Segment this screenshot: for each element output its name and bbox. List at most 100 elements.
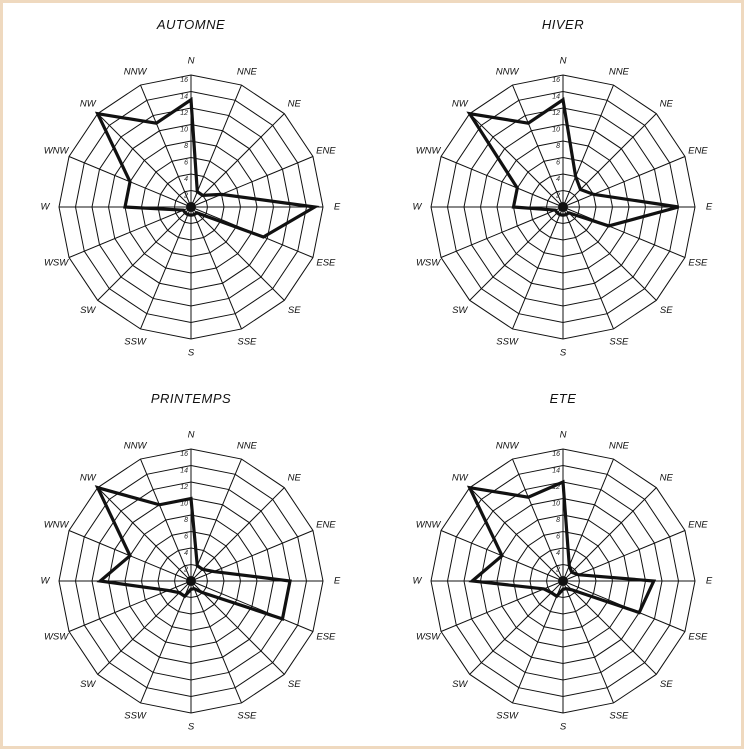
grid-spoke <box>562 458 614 582</box>
grid-spoke <box>97 206 192 301</box>
radial-tick-label: 6 <box>556 533 560 540</box>
direction-label: SSW <box>124 336 147 347</box>
direction-label: WSW <box>416 631 441 642</box>
direction-label: NNE <box>609 441 630 452</box>
grid-spoke <box>140 580 192 704</box>
direction-label: N <box>188 56 195 67</box>
direction-label: ESE <box>316 631 336 642</box>
direction-label: NNW <box>124 441 148 452</box>
direction-label: ESE <box>316 257 336 268</box>
grid-spoke <box>512 206 564 330</box>
direction-label: SE <box>660 679 673 690</box>
frequency-trace <box>466 479 657 615</box>
wind-rose-panel-automne: AUTOMNE 2 4 6 8 10 12 14 16 N NNE NE ENE E ESE SE SSE S SS… <box>3 3 375 377</box>
center-dot <box>186 202 196 212</box>
direction-label: ENE <box>316 146 336 157</box>
direction-label: ESE <box>688 631 708 642</box>
radial-tick-label: 12 <box>180 110 188 117</box>
radial-tick-label: 14 <box>552 93 560 100</box>
grid-spoke <box>512 580 564 704</box>
radial-tick-label: 2 <box>183 192 188 199</box>
direction-label: SSE <box>237 710 257 721</box>
wind-rose-chart: AUTOMNE 2 4 6 8 10 12 14 16 N NNE NE ENE E ESE SE SSE S SS… <box>41 17 341 359</box>
direction-label: NNW <box>496 67 520 78</box>
direction-label: WNW <box>416 146 442 157</box>
direction-label: N <box>560 430 567 441</box>
direction-label: ENE <box>688 146 708 157</box>
grid-spoke <box>562 206 614 330</box>
grid-spoke <box>469 206 564 301</box>
radial-tick-label: 8 <box>184 143 188 150</box>
radial-tick-label: 4 <box>184 176 188 183</box>
direction-label: SSE <box>237 336 257 347</box>
grid-spoke <box>562 580 614 704</box>
grid-spoke <box>190 458 242 582</box>
direction-label: SE <box>660 305 673 316</box>
direction-label: WSW <box>416 257 441 268</box>
direction-label: NE <box>660 98 674 109</box>
radial-tick-label: 14 <box>180 467 188 474</box>
direction-label: W <box>41 202 51 213</box>
direction-label: N <box>560 56 567 67</box>
grid-spoke <box>140 84 192 208</box>
direction-label: WNW <box>44 146 70 157</box>
direction-label: NW <box>80 472 97 483</box>
grid-spoke <box>140 206 192 330</box>
radial-tick-label: 16 <box>552 451 560 458</box>
radial-tick-label: 2 <box>555 566 560 573</box>
radial-tick-label: 16 <box>180 451 188 458</box>
grid-spoke <box>190 113 285 208</box>
radial-tick-label: 14 <box>180 93 188 100</box>
radial-tick-label: 6 <box>184 533 188 540</box>
direction-label: W <box>413 202 423 213</box>
direction-label: SW <box>80 679 96 690</box>
direction-label: SE <box>288 679 301 690</box>
wind-rose-chart: HIVER 2 4 6 8 10 12 14 16 N NNE NE ENE E ESE SE SSE S SSW S… <box>413 17 713 359</box>
radial-tick-label: 4 <box>184 550 188 557</box>
direction-label: W <box>41 576 51 587</box>
frequency-trace <box>466 97 679 228</box>
grid-spoke <box>469 487 564 582</box>
center-dot <box>558 576 568 586</box>
direction-label: NNE <box>609 67 630 78</box>
direction-label: NNW <box>496 441 520 452</box>
direction-label: SW <box>452 679 468 690</box>
direction-label: NE <box>288 472 302 483</box>
radial-tick-label: 12 <box>552 110 560 117</box>
direction-label: SE <box>288 305 301 316</box>
radial-tick-label: 4 <box>556 550 560 557</box>
grid-spoke <box>190 84 242 208</box>
radial-tick-label: 10 <box>180 126 188 133</box>
grid-spoke <box>562 530 686 582</box>
radial-tick-label: 10 <box>180 500 188 507</box>
direction-label: NNE <box>237 441 258 452</box>
direction-label: NE <box>660 472 674 483</box>
radial-tick-label: 16 <box>180 77 188 84</box>
frequency-trace <box>94 96 320 239</box>
wind-rose-panel-hiver: HIVER 2 4 6 8 10 12 14 16 N NNE NE ENE E ESE SE SSE S SSW S… <box>375 3 744 377</box>
radial-tick-label: 12 <box>552 484 560 491</box>
direction-label: WNW <box>416 520 442 531</box>
radial-tick-label: 8 <box>556 143 560 150</box>
grid-spoke <box>469 113 564 208</box>
direction-label: S <box>560 722 567 733</box>
grid-spoke <box>190 580 242 704</box>
direction-label: SSW <box>496 336 519 347</box>
grid-spoke <box>562 206 657 301</box>
direction-label: NNE <box>237 67 258 78</box>
direction-label: N <box>188 430 195 441</box>
wind-rose-panel-printemps: PRINTEMPS 2 4 6 8 10 12 14 16 N NNE NE ENE E ESE SE SSE S… <box>3 377 375 751</box>
radial-tick-label: 14 <box>552 467 560 474</box>
direction-label: S <box>560 348 567 359</box>
wind-rose-chart: PRINTEMPS 2 4 6 8 10 12 14 16 N NNE NE ENE E ESE SE SSE S… <box>41 391 341 733</box>
direction-label: SW <box>452 305 468 316</box>
direction-label: E <box>706 576 713 587</box>
grid-spoke <box>97 580 192 675</box>
chart-title: PRINTEMPS <box>151 391 231 406</box>
grid-spoke <box>97 113 192 208</box>
wind-rose-panel-ete: ETE 2 4 6 8 10 12 14 16 N NNE NE ENE E ESE SE SSE S SSW SW W… <box>375 377 744 751</box>
direction-label: ENE <box>688 520 708 531</box>
direction-label: E <box>706 202 713 213</box>
grid-spoke <box>562 156 686 208</box>
